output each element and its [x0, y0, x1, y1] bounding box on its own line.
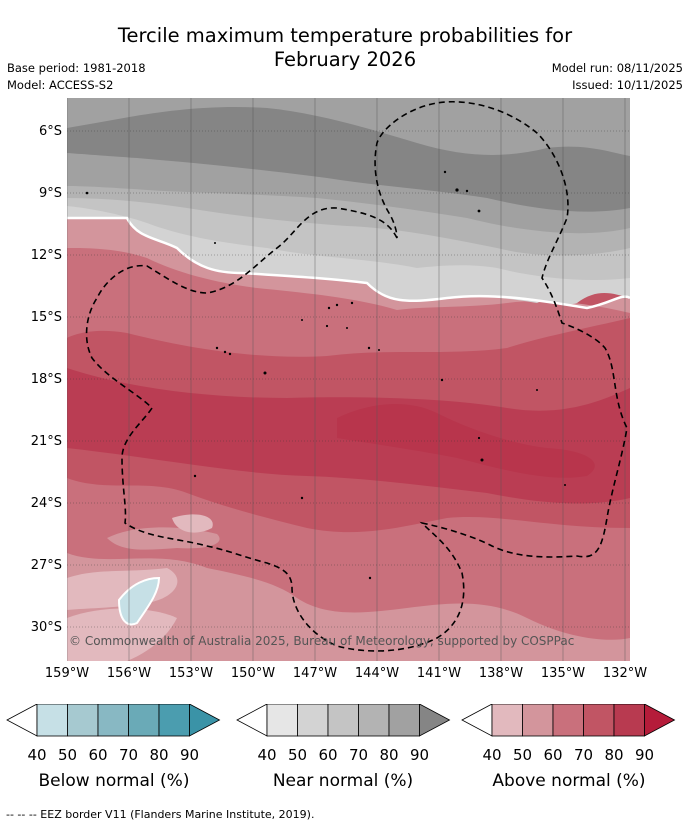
colorbar-segment: [552, 704, 584, 737]
copyright-notice: © Commonwealth of Australia 2025, Bureau…: [69, 634, 575, 648]
colorbar-tick-label: 80: [604, 746, 624, 764]
lon-label: 156°W: [106, 666, 152, 681]
model-run: Model run: 08/11/2025: [551, 61, 683, 75]
colorbar-segment: [358, 704, 390, 737]
lat-label: 6°S: [38, 124, 62, 139]
above-normal-50-south: [67, 553, 630, 661]
colorbar-tick-label: 60: [88, 746, 108, 764]
colorbar-tick-label: 50: [57, 746, 78, 764]
colorbar-extend-low: [461, 704, 493, 737]
colorbar-segment: [128, 704, 160, 737]
colorbar-tick-label: 70: [348, 746, 369, 764]
colorbar-tick-label: 40: [257, 746, 277, 764]
latitude-gridlines: [67, 130, 630, 628]
colorbar-extend-high: [419, 704, 451, 737]
tercile-boundary: [67, 216, 630, 310]
colorbar-tick-label: 60: [318, 746, 338, 764]
meta-left: Base period: 1981-2018 Model: ACCESS-S2: [7, 60, 146, 94]
model-name: Model: ACCESS-S2: [7, 78, 114, 92]
longitude-gridlines: [67, 98, 626, 661]
colorbar-extend-low: [6, 704, 38, 737]
colorbar-tick-label: 50: [512, 746, 533, 764]
lat-label: 24°S: [30, 496, 62, 511]
colorbar-tick-label: 80: [149, 746, 169, 764]
lon-label: 144°W: [354, 666, 400, 681]
above-normal-80-band: [67, 368, 630, 504]
lon-label: 159°W: [44, 666, 90, 681]
colorbar-tick-label: 90: [634, 746, 655, 764]
colorbar-above-normal: [461, 704, 676, 737]
lon-label: 150°W: [230, 666, 276, 681]
lat-label: 9°S: [38, 186, 62, 201]
meta-right: Model run: 08/11/2025 Issued: 10/11/2025: [552, 60, 683, 94]
lon-label: 153°W: [168, 666, 214, 681]
colorbar-label-below: Below normal (%): [38, 771, 190, 791]
colorbar-tick-label: 60: [543, 746, 563, 764]
colorbar-tick-label: 90: [409, 746, 430, 764]
above-normal-40-patch-b: [67, 608, 177, 661]
lat-label: 15°S: [30, 310, 62, 325]
lon-label: 138°W: [478, 666, 524, 681]
colorbar-tick-label: 80: [379, 746, 399, 764]
colorbar-label-above: Above normal (%): [492, 771, 646, 791]
colorbar-segment: [36, 704, 68, 737]
colorbar-segment: [297, 704, 329, 737]
issued-date: Issued: 10/11/2025: [572, 78, 683, 92]
colorbar-segment: [327, 704, 359, 737]
map-title: Tercile maximum temperature probabilitie…: [0, 24, 690, 72]
title-line-2: February 2026: [273, 48, 417, 71]
colorbar-strip: [6, 704, 676, 737]
colorbar-near-normal: [236, 704, 451, 737]
title-line-1: Tercile maximum temperature probabilitie…: [117, 24, 573, 47]
colorbar-segment: [522, 704, 554, 737]
colorbar-segment: [67, 704, 99, 737]
colorbar-tick-label: 90: [179, 746, 200, 764]
colorbar-extend-low: [236, 704, 268, 737]
lon-label: 135°W: [540, 666, 586, 681]
eez-border-path: [85, 100, 628, 652]
colorbar-tick-label: 70: [118, 746, 139, 764]
eez-borders: [85, 100, 628, 652]
lon-label: 147°W: [292, 666, 338, 681]
colorbar-segment: [97, 704, 129, 737]
colorbar-segment: [158, 704, 190, 737]
colorbar-tick-label: 70: [573, 746, 594, 764]
lon-label: 141°W: [416, 666, 462, 681]
colorbar-tick-label: 40: [482, 746, 502, 764]
colorbar-label-near: Near normal (%): [272, 771, 414, 791]
above-normal-50-patch: [107, 527, 220, 550]
lat-label: 18°S: [30, 372, 62, 387]
colorbar-segment: [613, 704, 645, 737]
island-outlines: [85, 170, 566, 580]
colorbar-segment: [583, 704, 615, 737]
lon-label: 132°W: [602, 666, 648, 681]
eez-footnote: -- -- -- EEZ border V11 (Flanders Marine…: [6, 808, 315, 821]
colorbar-segment: [266, 704, 298, 737]
lat-label: 27°S: [30, 558, 62, 573]
colorbar-extend-high: [644, 704, 676, 737]
lat-label: 12°S: [30, 248, 62, 263]
colorbar-segment: [388, 704, 420, 737]
base-period: Base period: 1981-2018: [7, 61, 146, 75]
colorbar-extend-high: [189, 704, 221, 737]
lat-label: 21°S: [30, 434, 62, 449]
colorbar-tick-label: 50: [287, 746, 308, 764]
colorbar-tick-label: 40: [27, 746, 47, 764]
lat-label: 30°S: [30, 620, 62, 635]
probability-map: [67, 98, 630, 661]
colorbar-segment: [491, 704, 523, 737]
colorbar-below-normal: [6, 704, 221, 737]
near-normal-90-region: [67, 107, 630, 212]
above-normal-40-patch-c: [172, 514, 213, 533]
